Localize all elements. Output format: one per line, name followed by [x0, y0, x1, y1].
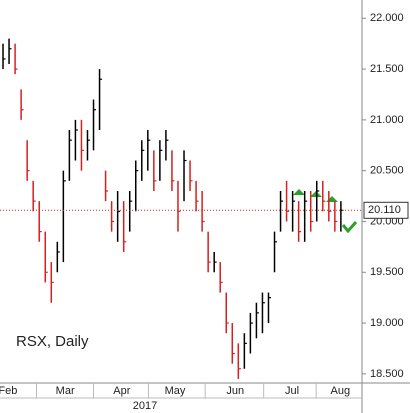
annotation: RSX, Daily: [16, 333, 89, 350]
x-tick-label: Feb: [0, 385, 17, 397]
last-price-label: 20.110: [368, 204, 401, 216]
last-price-box: [363, 201, 409, 219]
y-tick-label: 20.500: [370, 165, 404, 177]
y-tick-label: 18.500: [370, 368, 404, 380]
x-tick-label: Apr: [113, 385, 130, 397]
x-tick-label: Jul: [285, 385, 299, 397]
year-label: 2017: [133, 400, 157, 412]
y-tick-label: 22.000: [370, 12, 404, 24]
x-tick-label: Jun: [226, 385, 244, 397]
marker: [341, 221, 358, 234]
x-tick-label: May: [165, 385, 186, 397]
y-tick-label: 19.000: [370, 317, 404, 329]
y-tick-label: 19.500: [370, 266, 404, 278]
marker: [293, 189, 305, 195]
y-tick-label: 21.000: [370, 114, 404, 126]
x-tick-label: Aug: [330, 385, 350, 397]
x-tick-label: Mar: [56, 385, 75, 397]
y-tick-label: 21.500: [370, 63, 404, 75]
